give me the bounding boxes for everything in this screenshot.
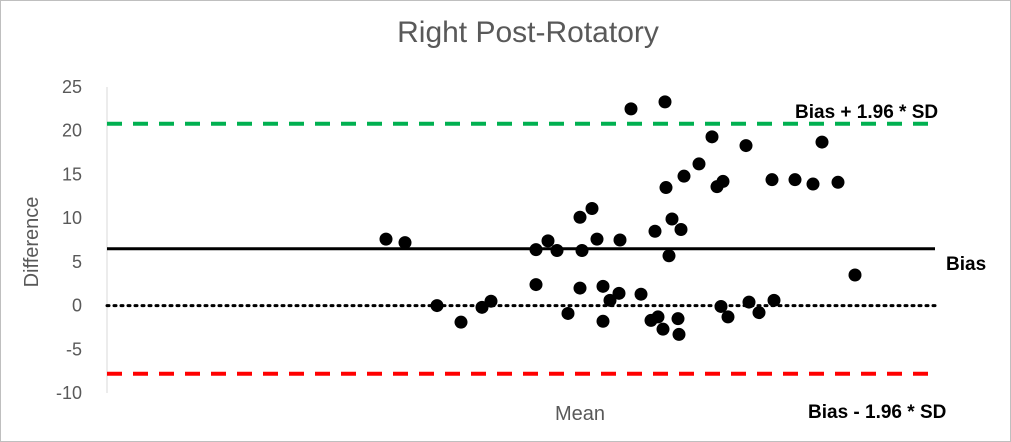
data-point [651,310,665,324]
x-axis-label: Mean [555,403,605,425]
data-point [596,314,610,328]
data-point [624,102,638,116]
y-tick-label: 15 [62,164,82,184]
data-point [541,234,555,248]
data-point [573,281,587,295]
y-tick-label: 10 [62,208,82,228]
bias-label: Bias [946,254,986,275]
reference-lines [105,121,937,376]
chart-title: Right Post-Rotatory [397,16,659,49]
data-point [585,202,599,216]
y-tick-label: -5 [66,339,82,359]
y-tick-label: 0 [72,296,82,316]
y-tick-label: 20 [62,121,82,141]
data-point [634,287,648,301]
data-point [529,243,543,257]
data-point [379,232,393,246]
y-axis-label: Difference [21,197,43,288]
data-point [742,295,756,309]
y-tick-label: -10 [56,383,82,403]
data-point [767,293,781,307]
data-point [662,249,676,263]
data-point [590,232,604,246]
lower-limit-label: Bias - 1.96 * SD [808,402,946,423]
data-point [674,223,688,237]
data-point [752,306,766,320]
data-point [430,299,444,313]
data-point [659,181,673,195]
data-point [484,294,498,308]
data-point [575,243,589,257]
data-point [648,224,662,238]
data-point [561,306,575,320]
data-point [671,312,685,326]
data-point [656,322,670,336]
data-point [815,135,829,149]
y-tick-label: 5 [72,252,82,272]
data-point [612,286,626,300]
data-point [716,174,730,188]
data-point [739,139,753,153]
data-point [529,278,543,292]
data-point [613,233,627,247]
y-tick-labels: -10 -5 0 5 10 15 20 25 [56,77,82,403]
data-point [721,310,735,324]
data-point [672,327,686,341]
data-point [658,95,672,109]
data-point [831,175,845,189]
data-point [765,173,779,187]
data-point [692,157,706,171]
data-point [550,243,564,257]
data-point [705,130,719,144]
data-point [398,236,412,250]
data-point [788,173,802,187]
data-point [848,268,862,282]
data-point [677,169,691,183]
data-point [665,212,679,226]
data-point [806,177,820,191]
data-point [714,299,728,313]
data-point [454,315,468,329]
y-tick-label: 25 [62,77,82,97]
data-points [379,95,862,341]
data-point [603,293,617,307]
upper-limit-label: Bias + 1.96 * SD [795,102,938,123]
data-point [596,279,610,293]
data-point [573,210,587,224]
